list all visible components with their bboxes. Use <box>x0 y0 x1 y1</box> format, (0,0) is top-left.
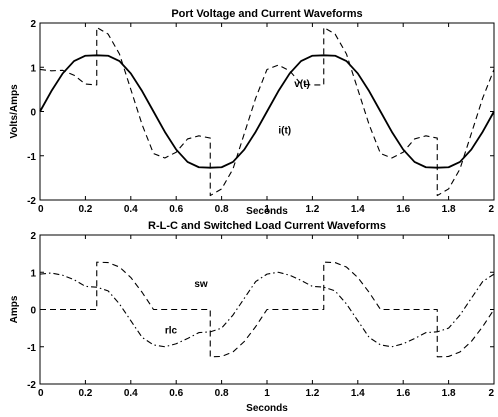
x-tick-label: 0.2 <box>78 204 92 215</box>
y-tick-label: -2 <box>27 380 36 391</box>
x-tick-label: 2 <box>488 388 494 399</box>
y-tick-label: -1 <box>27 343 36 354</box>
x-tick-label: 1.6 <box>396 204 410 215</box>
x-tick-label: 1 <box>264 388 270 399</box>
chart-panel-1: Port Voltage and Current Waveforms Second… <box>9 8 495 217</box>
x-axis-label: Seconds <box>246 403 288 414</box>
annotation-label: i(t) <box>278 126 291 137</box>
x-tick-label: 0 <box>38 204 44 215</box>
series-line-sw <box>40 261 495 358</box>
x-tick-label: 0 <box>38 388 44 399</box>
x-tick-label: 1.8 <box>442 388 456 399</box>
y-tick-label: 0 <box>30 306 36 317</box>
chart-panel-2: R-L-C and Switched Load Current Waveform… <box>9 220 495 414</box>
y-tick-label: -1 <box>27 152 36 163</box>
y-tick-label: 2 <box>30 231 36 242</box>
annotation-label: v(t) <box>294 79 310 90</box>
series-line-vt <box>39 54 495 169</box>
annotation-label: rlc <box>165 326 178 337</box>
y-axis-label: Volts/Amps <box>9 84 20 139</box>
x-tick-label: 0.6 <box>169 204 183 215</box>
x-axis-label: Seconds <box>246 206 288 217</box>
y-tick-label: 1 <box>30 63 36 74</box>
series-line-it <box>39 26 495 197</box>
x-tick-label: 1.6 <box>396 388 410 399</box>
x-tick-label: 0.4 <box>124 204 138 215</box>
chart-title: R-L-C and Switched Load Current Waveform… <box>148 220 386 232</box>
chart-title: Port Voltage and Current Waveforms <box>171 8 362 20</box>
x-tick-label: 1.8 <box>442 204 456 215</box>
y-tick-label: 0 <box>30 108 36 119</box>
x-tick-label: 1.2 <box>305 388 319 399</box>
x-tick-label: 0.6 <box>169 388 183 399</box>
x-tick-label: 1.4 <box>351 204 365 215</box>
x-tick-label: 1.2 <box>305 204 319 215</box>
annotation-label: sw <box>194 279 208 290</box>
y-axis-label: Amps <box>9 295 20 323</box>
y-tick-label: 1 <box>30 268 36 279</box>
x-tick-label: 0.2 <box>78 388 92 399</box>
y-tick-label: -2 <box>27 196 36 207</box>
y-tick-label: 2 <box>30 19 36 30</box>
x-tick-label: 0.8 <box>215 204 229 215</box>
x-tick-label: 1.4 <box>351 388 365 399</box>
series-line-rlc <box>39 271 495 348</box>
x-tick-label: 1 <box>264 204 270 215</box>
x-tick-label: 2 <box>488 204 494 215</box>
x-tick-label: 0.8 <box>215 388 229 399</box>
x-tick-label: 0.4 <box>124 388 138 399</box>
